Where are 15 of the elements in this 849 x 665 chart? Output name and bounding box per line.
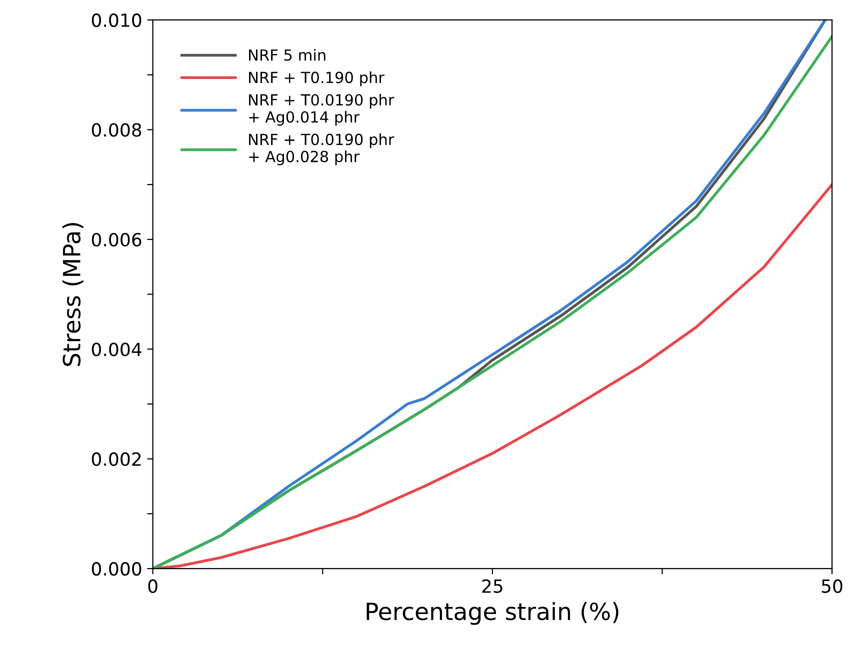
x-axis-title: Percentage strain (%)	[366, 602, 618, 625]
y-tick-label: 0.000	[92, 562, 142, 576]
x-tick-label: 0	[148, 579, 158, 593]
y-tick-label: 0.002	[92, 452, 141, 466]
y-tick-label: 0.008	[92, 123, 142, 137]
y-tick-label: 0.004	[92, 342, 142, 356]
y-axis-title: Stress (MPa)	[62, 223, 84, 366]
y-tick-label: 0.010	[92, 13, 142, 28]
legend-label: NRF + T0.0190 phr + Ag0.014 phr	[249, 94, 394, 126]
legend-label: NRF + T0.190 phr	[249, 71, 384, 86]
legend-label: NRF + T0.0190 phr + Ag0.028 phr	[249, 133, 394, 166]
legend-label: NRF 5 min	[249, 48, 326, 61]
x-tick-label: 25	[482, 579, 502, 593]
x-tick-label: 50	[822, 579, 842, 593]
y-tick-label: 0.006	[92, 232, 142, 247]
